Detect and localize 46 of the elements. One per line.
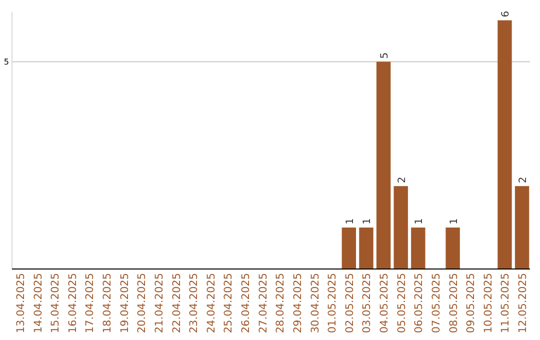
- x-tick-label: 02.05.2025: [344, 273, 356, 334]
- x-tick-label: 10.05.2025: [482, 273, 494, 334]
- x-tick-label: 04.05.2025: [378, 273, 391, 334]
- x-tick-label: 29.04.2025: [292, 273, 304, 334]
- data-label: 2: [518, 176, 530, 184]
- x-tick-label: 27.04.2025: [257, 273, 270, 334]
- x-tick-label: 20.04.2025: [136, 273, 148, 334]
- x-tick-label: 24.04.2025: [205, 273, 218, 334]
- bar: [411, 228, 426, 269]
- data-label: 1: [448, 218, 460, 225]
- bar: [446, 228, 460, 269]
- bar: [394, 186, 408, 269]
- x-tick-label: 17.04.2025: [84, 273, 96, 334]
- x-tick-label: 01.05.2025: [326, 273, 339, 334]
- x-tick-label: 25.04.2025: [222, 273, 235, 334]
- data-label: 2: [396, 176, 408, 184]
- x-tick-label: 16.04.2025: [66, 273, 79, 334]
- x-tick-label: 13.04.2025: [14, 273, 27, 334]
- x-tick-label: 30.04.2025: [309, 273, 322, 334]
- x-tick-label: 15.04.2025: [50, 273, 62, 334]
- data-label: 5: [380, 52, 391, 59]
- x-tick-label: 09.05.2025: [465, 273, 478, 334]
- bar: [498, 20, 512, 269]
- x-tick-label: 23.04.2025: [188, 273, 200, 334]
- data-label: 1: [362, 218, 374, 225]
- x-tick-label: 11.05.2025: [500, 273, 512, 334]
- bar: [359, 228, 374, 269]
- data-label: 1: [414, 218, 426, 225]
- data-label: 1: [344, 218, 356, 225]
- x-tick-label: 22.04.2025: [170, 273, 183, 334]
- bar: [376, 62, 391, 269]
- bar: [342, 228, 356, 269]
- x-tick-label: 26.04.2025: [240, 273, 252, 334]
- bar: [514, 186, 530, 269]
- x-tick-label: 19.04.2025: [118, 273, 131, 334]
- x-tick-label: 06.05.2025: [413, 273, 426, 334]
- x-tick-label: 18.04.2025: [102, 273, 114, 334]
- x-tick-label: 14.04.2025: [32, 273, 44, 334]
- x-tick-label: 21.04.2025: [153, 273, 166, 334]
- x-tick-label: 08.05.2025: [448, 273, 460, 334]
- x-tick-label: 03.05.2025: [361, 273, 374, 334]
- x-tick-label: 07.05.2025: [430, 273, 442, 334]
- data-label: 6: [500, 10, 512, 18]
- x-tick-label: 28.04.2025: [274, 273, 287, 334]
- x-tick-label: 12.05.2025: [517, 273, 530, 334]
- x-tick-label: 05.05.2025: [396, 273, 408, 334]
